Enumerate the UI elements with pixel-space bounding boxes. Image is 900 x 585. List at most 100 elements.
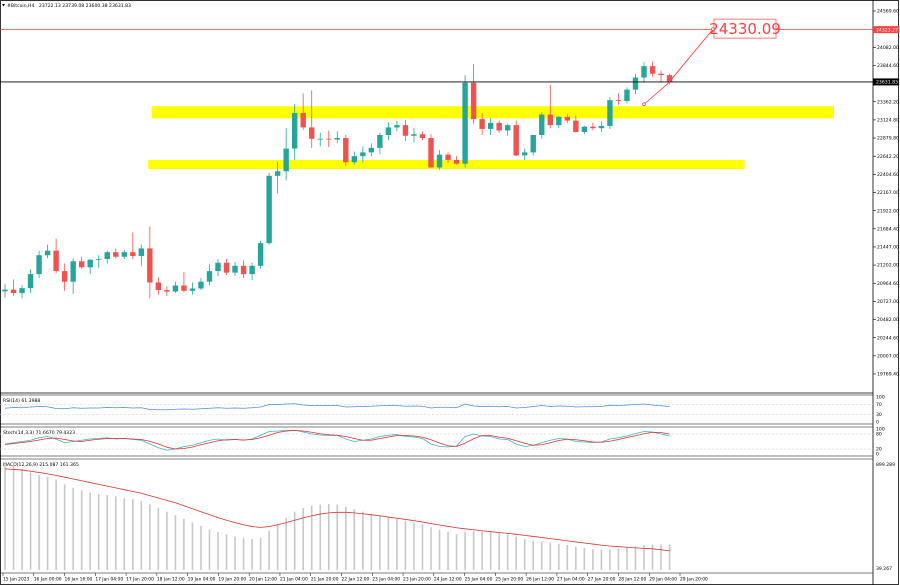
rsi-level-label: 100: [876, 395, 885, 401]
rsi-label: RSI(14) 61.3988: [3, 398, 40, 404]
price-tick-label: 20482.00: [877, 317, 899, 323]
zone-lower: [148, 159, 745, 170]
target-arrow-tail: [643, 83, 668, 105]
rsi-line: [4, 403, 670, 411]
candle-body: [181, 285, 187, 291]
candle-body: [547, 114, 553, 126]
candle-body: [556, 116, 562, 126]
candle-body: [27, 274, 34, 289]
macd-signal-line: [4, 468, 670, 552]
price-tick-label: 24569.60: [877, 9, 899, 15]
candle-body: [351, 156, 358, 163]
candle-body: [360, 152, 366, 157]
price-tick-label: 21684.40: [877, 226, 899, 232]
candle-body: [61, 271, 68, 282]
candle-body: [368, 147, 375, 153]
candle-body: [300, 113, 306, 128]
macd-label: MACD(12,26,9) 215.087 161.365: [3, 462, 79, 468]
price-tick-label: 20964.60: [877, 281, 899, 287]
candle-body: [283, 148, 289, 172]
target-label-box: [713, 18, 777, 39]
rsi-level-label: 30: [876, 412, 882, 418]
candle-body: [317, 138, 323, 140]
current-price-tag: [873, 78, 899, 86]
time-tick-label: 27 Jan 20:00: [588, 577, 616, 583]
candle-body: [164, 290, 170, 292]
candle-body: [598, 125, 605, 129]
stoch-level-label: 80: [876, 432, 882, 438]
candle-body: [539, 114, 545, 135]
price-tick-label: 19769.40: [877, 372, 899, 378]
candle-body: [232, 265, 238, 273]
time-tick-label: 19 Jan 20:00: [218, 577, 246, 583]
candle-body: [487, 122, 494, 129]
price-tick-label: 21447.00: [877, 245, 899, 251]
price-tick-label: 24082.00: [877, 45, 899, 51]
candle-body: [96, 259, 102, 260]
candle-body: [130, 252, 136, 256]
stoch-level-label: 20: [876, 447, 882, 453]
time-tick-label: 20 Jan 12:00: [249, 577, 277, 583]
candle-body: [257, 243, 264, 266]
time-tick-label: 16 Jan 16:00: [65, 577, 93, 583]
candle-body: [522, 152, 528, 156]
candle-body: [641, 66, 647, 78]
time-tick-label: 17 Jan 04:00: [95, 577, 123, 583]
candle-body: [513, 125, 519, 156]
time-tick-label: 26 Jan 12:00: [526, 577, 554, 583]
candle-body: [666, 75, 673, 82]
candle-body: [385, 127, 392, 135]
time-tick-label: 15 Jan 2023: [3, 577, 30, 583]
candle-body: [10, 289, 17, 294]
candle-body: [573, 120, 579, 132]
candle-body: [138, 248, 145, 256]
candle-body: [334, 138, 340, 140]
candle-body: [411, 134, 417, 136]
zones: [148, 106, 834, 170]
resistance-price-tag: [873, 26, 899, 34]
candle-body: [155, 282, 162, 291]
candle-body: [632, 77, 639, 90]
time-tick-label: 25 Jan 20:00: [495, 577, 523, 583]
zone-upper: [151, 106, 834, 119]
stoch-label: Stoch(14,3,3) 71.6670 79.4323: [3, 430, 75, 436]
stoch-level-label: 0: [876, 452, 879, 458]
time-tick-label: 23 Jan 20:00: [403, 577, 431, 583]
macd-histogram: [4, 463, 671, 570]
candle-body: [343, 138, 349, 163]
chart-ohlc: 23722.13 23739.08 23600.38 23631.83: [39, 3, 131, 9]
stoch-level-label: 100: [876, 427, 885, 433]
time-tick-label: 23 Jan 04:00: [372, 577, 400, 583]
price-axis: 24569.6024332.6024082.0023844.6023599.80…: [873, 9, 899, 378]
candle-body: [19, 288, 25, 294]
candle-body: [104, 252, 110, 260]
time-tick-label: 22 Jan 12:00: [342, 577, 370, 583]
price-tick-label: 23362.20: [877, 99, 899, 105]
candle-body: [223, 262, 230, 273]
price-tick-label: 22879.80: [877, 136, 899, 142]
candle-body: [394, 125, 400, 128]
candle-body: [274, 171, 281, 176]
candle-body: [615, 100, 622, 102]
candle-body: [70, 261, 76, 282]
candle-body: [249, 265, 255, 275]
candle-body: [2, 289, 8, 292]
candle-body: [291, 113, 298, 149]
time-tick-label: 21 Jan 20:00: [311, 577, 339, 583]
candle-body: [266, 175, 272, 244]
candle-body: [87, 259, 93, 268]
time-tick-label: 18 Jan 12:00: [157, 577, 185, 583]
current-price-tag-label: 23631.83: [876, 80, 898, 86]
chart-menu-icon[interactable]: [2, 4, 5, 7]
macd-bottom-level: 39.267: [876, 566, 892, 572]
candles: [2, 61, 673, 299]
candle-body: [113, 252, 119, 257]
candle-body: [445, 154, 451, 160]
candle-body: [78, 261, 85, 268]
price-tick-label: 22642.20: [877, 154, 899, 160]
rsi-level-label: 0: [876, 420, 879, 426]
